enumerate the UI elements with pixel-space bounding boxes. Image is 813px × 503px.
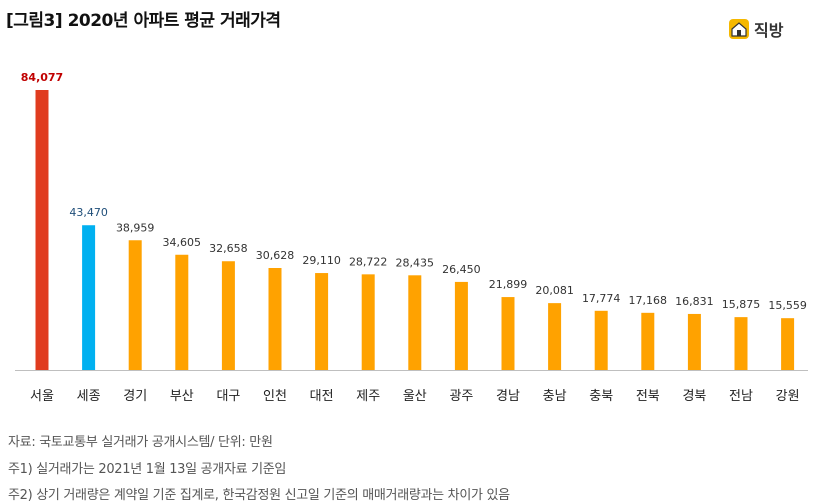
chart-title: [그림3] 2020년 아파트 평균 거래가격 (6, 11, 281, 31)
category-label-7: 제주 (356, 389, 380, 404)
bar-chart: 84,077 서울 43,470 세종 38,959 경기 34,605 부산 32,658 대구… (15, 71, 808, 404)
category-label-2: 경기 (123, 389, 147, 404)
bar-12 (594, 310, 608, 370)
value-label-11: 20,081 (535, 284, 574, 297)
category-label-9: 광주 (449, 389, 473, 404)
value-label-8: 28,435 (396, 256, 435, 269)
value-label-5: 30,628 (256, 249, 295, 262)
category-label-13: 전북 (636, 389, 660, 404)
category-label-4: 대구 (216, 389, 240, 404)
value-label-6: 29,110 (302, 254, 341, 267)
bar-4 (221, 261, 235, 370)
bar-10 (501, 297, 515, 370)
bar-2 (128, 240, 142, 370)
category-label-3: 부산 (170, 389, 194, 404)
bar-16 (781, 318, 795, 370)
category-label-10: 경남 (496, 389, 520, 404)
source-note: 자료: 국토교통부 실거래가 공개시스템/ 단위: 만원 (8, 435, 273, 450)
category-label-15: 전남 (729, 389, 753, 404)
bar-1 (82, 225, 96, 370)
value-label-7: 28,722 (349, 255, 388, 268)
bar-11 (548, 303, 562, 370)
bar-3 (175, 254, 189, 370)
category-label-5: 인천 (263, 389, 287, 404)
value-label-1: 43,470 (69, 206, 108, 219)
category-label-16: 강원 (776, 389, 800, 404)
bar-15 (734, 317, 748, 370)
category-label-0: 서울 (30, 389, 54, 404)
value-label-12: 17,774 (582, 292, 621, 305)
house-logo-icon (729, 19, 749, 39)
value-label-2: 38,959 (116, 221, 155, 234)
value-label-14: 16,831 (675, 295, 714, 308)
bar-0 (35, 90, 49, 370)
bar-8 (408, 275, 422, 370)
value-label-0: 84,077 (21, 71, 63, 84)
logo-text: 직방 (754, 21, 784, 40)
bar-5 (268, 268, 282, 370)
value-label-3: 34,605 (163, 236, 202, 249)
category-label-11: 충남 (543, 389, 567, 404)
bar-14 (687, 313, 701, 370)
value-label-15: 15,875 (722, 298, 761, 311)
bar-6 (315, 273, 329, 370)
category-label-8: 울산 (403, 389, 427, 404)
bar-9 (454, 281, 468, 370)
value-label-13: 17,168 (629, 294, 668, 307)
value-label-9: 26,450 (442, 263, 481, 276)
category-label-6: 대전 (310, 389, 334, 404)
category-label-1: 세종 (77, 389, 101, 404)
bar-13 (641, 312, 655, 370)
value-label-16: 15,559 (768, 299, 807, 312)
value-label-4: 32,658 (209, 242, 248, 255)
value-label-10: 21,899 (489, 278, 528, 291)
footnote-2: 주2) 상기 거래량은 계약일 기준 집계로, 한국감정원 신고일 기준의 매매… (8, 488, 510, 503)
category-label-14: 경북 (682, 389, 706, 404)
brand-logo: 직방 (728, 17, 783, 41)
bar-7 (361, 274, 375, 370)
category-label-12: 충북 (589, 389, 613, 404)
footnote-1: 주1) 실거래가는 2021년 1월 13일 공개자료 기준임 (8, 462, 287, 477)
